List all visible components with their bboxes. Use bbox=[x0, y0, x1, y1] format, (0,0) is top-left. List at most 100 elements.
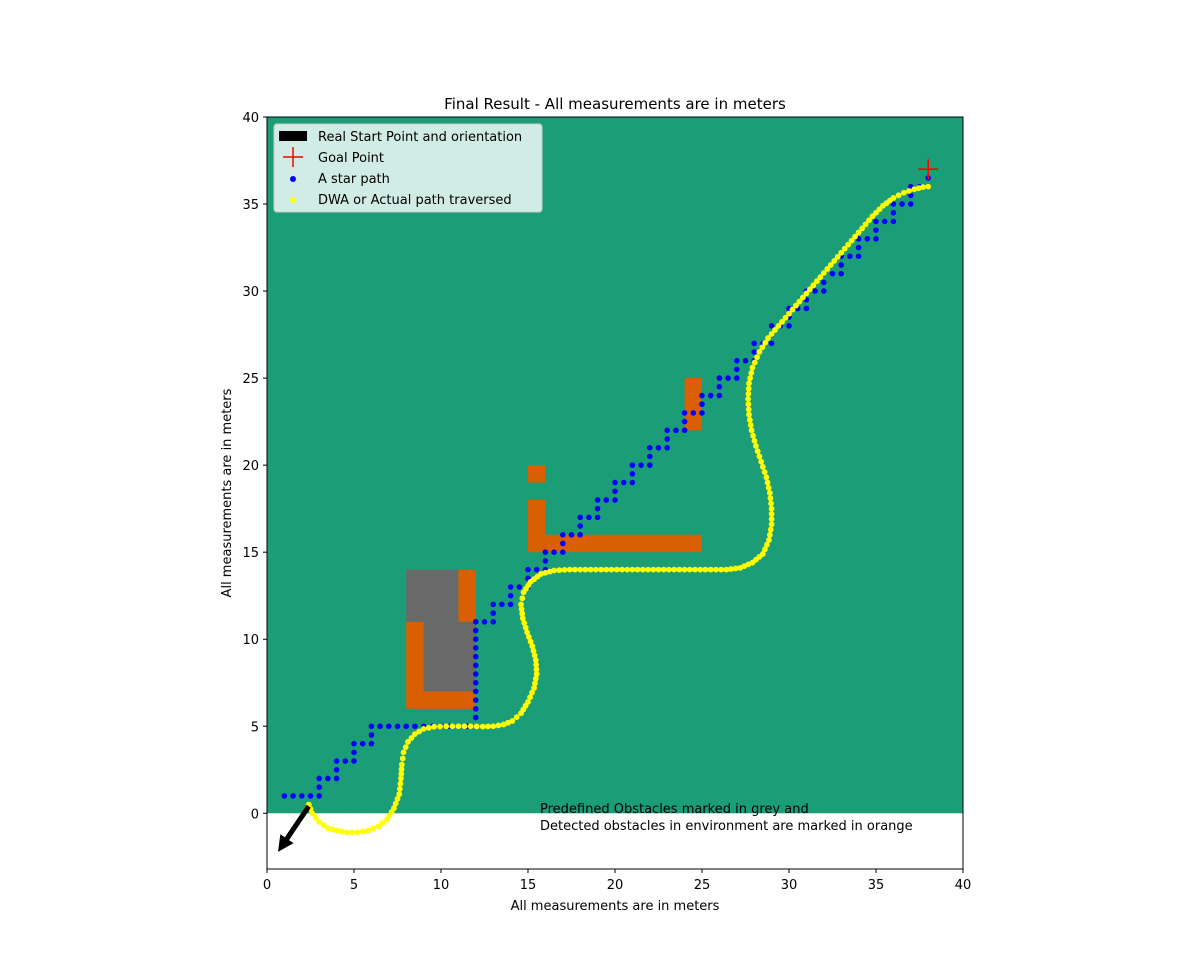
dwa-point bbox=[490, 723, 497, 730]
a-star-point bbox=[577, 514, 583, 521]
dwa-point bbox=[538, 571, 544, 577]
dwa-point bbox=[529, 689, 535, 696]
dwa-point bbox=[619, 566, 625, 573]
dwa-point bbox=[408, 735, 415, 741]
dwa-point bbox=[754, 448, 761, 455]
detected-obstacle bbox=[684, 378, 702, 431]
a-star-point bbox=[838, 270, 844, 277]
y-tick-label: 30 bbox=[242, 285, 259, 300]
dwa-point bbox=[519, 615, 526, 622]
detected-obstacle bbox=[458, 569, 476, 622]
dwa-point bbox=[762, 339, 769, 346]
dwa-point bbox=[767, 495, 774, 502]
a-star-point bbox=[473, 697, 479, 703]
a-star-point bbox=[673, 427, 679, 434]
dwa-point bbox=[796, 298, 803, 305]
dwa-point bbox=[359, 828, 366, 835]
dwa-point bbox=[624, 566, 631, 573]
legend-label-dwa: DWA or Actual path traversed bbox=[318, 193, 512, 208]
dwa-point bbox=[895, 192, 902, 199]
dwa-point bbox=[473, 723, 480, 730]
dwa-point bbox=[890, 195, 897, 201]
dwa-point bbox=[768, 521, 775, 528]
dwa-point bbox=[561, 566, 568, 573]
a-star-point bbox=[664, 444, 670, 451]
dwa-point bbox=[766, 490, 773, 496]
dwa-point bbox=[827, 262, 834, 268]
a-star-point bbox=[316, 784, 323, 790]
dwa-point bbox=[756, 349, 763, 355]
y-tick-label: 5 bbox=[251, 720, 259, 735]
dwa-point bbox=[813, 278, 820, 285]
dwa-point bbox=[467, 723, 474, 730]
a-star-point bbox=[829, 270, 836, 277]
dwa-point bbox=[749, 364, 756, 371]
dwa-point bbox=[398, 775, 404, 782]
dwa-point bbox=[766, 531, 773, 538]
a-star-point bbox=[734, 366, 740, 373]
dwa-point bbox=[810, 282, 817, 289]
start-arrow-icon bbox=[278, 804, 311, 852]
a-star-point bbox=[734, 375, 740, 381]
dwa-point bbox=[639, 566, 646, 573]
a-star-point bbox=[551, 549, 557, 555]
dwa-point bbox=[598, 566, 604, 573]
dwa-point bbox=[754, 354, 760, 361]
a-star-point bbox=[368, 740, 375, 747]
dwa-point bbox=[455, 723, 462, 730]
x-tick-label: 15 bbox=[520, 878, 537, 893]
dwa-point bbox=[925, 183, 932, 190]
a-star-point bbox=[899, 201, 905, 207]
dwa-point bbox=[509, 718, 516, 724]
dwa-point bbox=[723, 566, 730, 573]
a-star-point bbox=[890, 209, 897, 216]
a-star-point bbox=[612, 497, 618, 503]
dwa-point bbox=[758, 458, 765, 465]
dwa-point bbox=[437, 723, 444, 730]
dwa-point bbox=[587, 566, 594, 573]
a-star-point bbox=[351, 758, 357, 764]
a-star-point bbox=[473, 714, 479, 721]
a-star-point bbox=[594, 514, 601, 521]
a-star-point bbox=[881, 218, 888, 225]
dwa-point bbox=[399, 755, 406, 762]
a-star-point bbox=[768, 340, 775, 347]
dwa-point bbox=[817, 274, 824, 281]
dwa-point bbox=[524, 629, 531, 636]
dwa-point bbox=[412, 731, 418, 737]
dwa-point bbox=[519, 595, 526, 602]
a-star-point bbox=[560, 531, 566, 538]
detected-obstacle bbox=[423, 691, 476, 709]
a-star-point bbox=[533, 566, 540, 573]
a-star-point bbox=[342, 758, 349, 764]
detected-obstacle bbox=[528, 465, 546, 483]
dwa-point bbox=[748, 369, 755, 376]
a-star-point bbox=[873, 218, 879, 225]
a-star-point bbox=[603, 497, 610, 503]
y-axis-label: All measurements are in meters bbox=[220, 388, 235, 597]
detected-obstacle bbox=[528, 499, 546, 553]
dwa-point bbox=[365, 827, 371, 834]
a-star-point bbox=[394, 723, 401, 730]
a-star-point bbox=[873, 236, 879, 242]
a-star-point bbox=[908, 192, 914, 199]
a-star-point bbox=[638, 462, 644, 468]
a-star-point bbox=[368, 723, 375, 730]
a-star-point bbox=[664, 427, 670, 434]
dwa-point bbox=[461, 723, 468, 730]
legend: Real Start Point and orientation Goal Po… bbox=[273, 123, 543, 213]
x-tick-label: 25 bbox=[694, 878, 711, 893]
dwa-point bbox=[779, 318, 785, 325]
dwa-point bbox=[398, 770, 405, 777]
a-star-point bbox=[699, 392, 705, 399]
dwa-point bbox=[572, 566, 578, 573]
dwa-point bbox=[765, 335, 772, 341]
dwa-point bbox=[768, 510, 775, 517]
dwa-point bbox=[746, 416, 753, 423]
annotation-line-1: Predefined Obstacles marked in grey and bbox=[540, 802, 809, 817]
a-star-point bbox=[751, 340, 757, 347]
dwa-point bbox=[398, 761, 405, 768]
dwa-point bbox=[546, 568, 553, 575]
a-star-point bbox=[473, 706, 479, 712]
dwa-point bbox=[761, 469, 768, 476]
